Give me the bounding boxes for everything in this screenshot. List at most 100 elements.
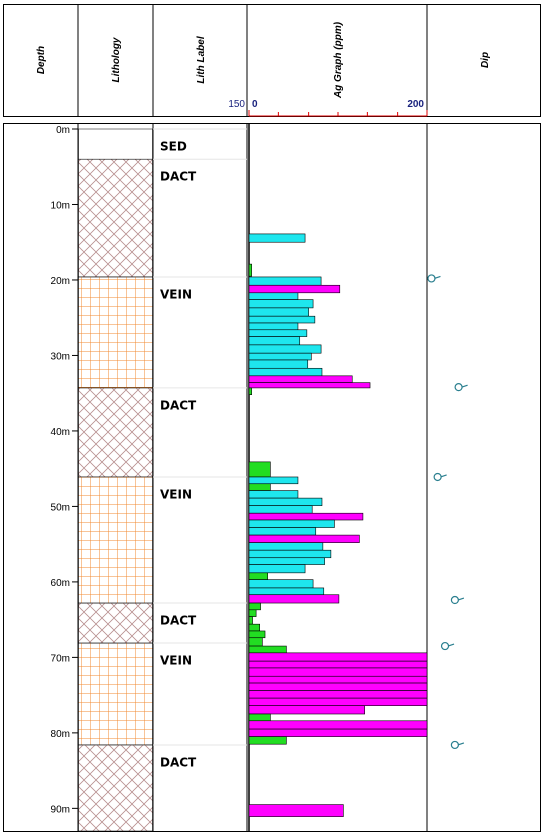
ag-bar: [248, 497, 323, 506]
ag-bar: [248, 713, 271, 722]
y-tick-label: 40m: [51, 427, 70, 438]
ag-bar: [248, 359, 309, 369]
header: Dip: [480, 52, 491, 68]
ag-bar: [248, 602, 261, 611]
dip-symbol: [454, 383, 463, 392]
y-tick-label: 70m: [51, 653, 70, 664]
ag-bar: [248, 322, 299, 331]
dip-tail: [447, 643, 455, 647]
lith-label: VEIN: [160, 654, 192, 668]
lith-label: SED: [160, 140, 187, 154]
lith-label: VEIN: [160, 287, 192, 301]
lith-interval: [78, 276, 153, 389]
ag-bar: [248, 299, 314, 309]
ag-bar: [248, 660, 428, 669]
lith-label: VEIN: [160, 487, 192, 501]
ag-bar: [248, 549, 332, 559]
x-tick-label: 0: [252, 99, 258, 110]
lith-interval: [78, 744, 153, 832]
y-tick-label: 50m: [51, 502, 70, 513]
ag-bar: [248, 284, 341, 294]
y-tick-label: 0m: [56, 125, 70, 136]
ag-bar: [248, 307, 309, 317]
y-tick-label: 10m: [51, 200, 70, 211]
dip-tail: [461, 384, 468, 388]
ag-bar: [248, 336, 301, 346]
dip-symbol: [427, 274, 436, 283]
header: Lith Label: [196, 36, 207, 83]
ag-bar: [248, 705, 365, 715]
ag-bar: [248, 587, 325, 596]
ag-bar: [248, 637, 263, 647]
ag-bar: [248, 572, 268, 580]
ag-bar: [248, 329, 308, 337]
ag-bar: [248, 564, 306, 574]
lith-label: DACT: [160, 170, 197, 184]
ag-bar: [248, 512, 364, 521]
lith-interval: [78, 476, 153, 604]
y-tick-label: 60m: [51, 578, 70, 589]
ag-bar: [248, 315, 316, 324]
ag-bar: [248, 667, 428, 677]
lith-interval: [78, 642, 153, 746]
ag-bar: [248, 623, 260, 632]
ag-bar: [248, 352, 312, 361]
ag-bar: [248, 534, 360, 543]
y-tick-label: 80m: [51, 729, 70, 740]
ag-bar: [248, 609, 257, 617]
ag-bar: [248, 519, 335, 528]
ag-bar: [248, 233, 306, 243]
ag-bar: [248, 542, 324, 551]
ag-bar: [248, 505, 313, 514]
lith-label: DACT: [160, 755, 197, 769]
ag-bar: [248, 645, 287, 654]
lith-interval: [78, 158, 153, 278]
ag-bar: [248, 736, 287, 745]
y-tick-label: 30m: [51, 351, 70, 362]
dip-symbol: [440, 641, 450, 651]
ag-bar: [248, 697, 428, 706]
y-tick-label: 90m: [51, 804, 70, 815]
ag-bar: [248, 720, 428, 730]
ag-bar: [248, 594, 340, 604]
ag-bar: [248, 292, 299, 300]
ag-bar: [248, 557, 325, 565]
ag-bar: [248, 490, 299, 499]
ag-bar: [248, 675, 428, 684]
ag-bar: [248, 579, 314, 589]
ag-bar: [248, 804, 344, 817]
lith-label: DACT: [160, 398, 197, 412]
ag-bar: [248, 263, 252, 277]
dip-symbol: [450, 595, 459, 605]
ag-bar: [248, 630, 266, 639]
ag-bar: [248, 382, 371, 389]
lith-label: DACT: [160, 614, 197, 628]
ag-bar: [248, 483, 271, 491]
ag-bar: [248, 387, 252, 396]
dip-tail: [457, 742, 465, 746]
x-tick-label: 200: [407, 99, 424, 110]
ag-bar: [248, 728, 428, 737]
ag-bar: [248, 682, 428, 691]
ag-bar: [248, 690, 428, 699]
y-tick-label: 20m: [51, 276, 70, 287]
scale-label: 150: [228, 99, 245, 110]
dip-symbol: [450, 740, 459, 750]
header: Depth: [36, 46, 47, 74]
header: Ag Graph (ppm): [333, 21, 344, 99]
dip-tail: [457, 597, 465, 601]
ag-bar: [248, 527, 317, 536]
ag-bar: [248, 616, 253, 625]
dip-tail: [440, 474, 447, 478]
ag-bar: [248, 375, 353, 383]
dip-tail: [434, 275, 441, 280]
ag-bar: [248, 461, 271, 478]
ag-bar: [248, 344, 322, 354]
dip-symbol: [433, 472, 442, 482]
lith-interval: [78, 128, 153, 160]
lith-interval: [78, 602, 153, 644]
lith-interval: [78, 387, 153, 478]
header: Lithology: [111, 37, 122, 82]
ag-bar: [248, 367, 323, 377]
